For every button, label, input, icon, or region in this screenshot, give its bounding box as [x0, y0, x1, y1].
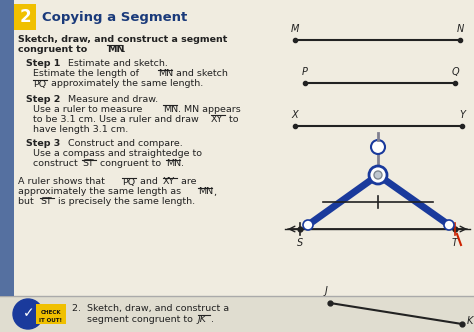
Circle shape [444, 220, 454, 230]
Text: Estimate the length of: Estimate the length of [33, 69, 142, 78]
Text: T: T [452, 238, 458, 248]
Circle shape [303, 220, 313, 230]
Text: .: . [211, 314, 214, 323]
Text: S: S [297, 238, 303, 248]
Text: XY: XY [163, 178, 175, 187]
Bar [0, 296, 474, 332]
Text: 2: 2 [19, 8, 31, 26]
Text: Copying a Segment: Copying a Segment [42, 11, 187, 24]
Text: N: N [456, 24, 464, 34]
Circle shape [13, 299, 43, 329]
Text: PQ: PQ [122, 178, 135, 187]
Text: and sketch: and sketch [173, 69, 228, 78]
Text: P: P [302, 67, 308, 77]
Text: ST: ST [40, 198, 52, 207]
Circle shape [371, 140, 385, 154]
Text: ,: , [213, 188, 216, 197]
Text: XY: XY [211, 115, 223, 124]
Text: MN: MN [163, 105, 178, 114]
Bar [14, 4, 36, 30]
Text: .: . [181, 159, 184, 169]
Text: congruent to: congruent to [18, 44, 91, 53]
Text: .: . [122, 44, 126, 53]
Text: and: and [137, 178, 161, 187]
Circle shape [369, 166, 387, 184]
Text: but: but [18, 198, 37, 207]
Text: Use a compass and straightedge to: Use a compass and straightedge to [33, 149, 202, 158]
Text: Step 1: Step 1 [26, 59, 60, 68]
Text: Y: Y [459, 110, 465, 120]
Text: Estimate and sketch.: Estimate and sketch. [65, 59, 168, 68]
Text: . MN appears: . MN appears [178, 105, 241, 114]
Text: ✓: ✓ [23, 306, 35, 320]
Text: Step 3: Step 3 [26, 139, 60, 148]
Text: to: to [226, 115, 238, 124]
Text: Measure and draw.: Measure and draw. [65, 95, 158, 104]
Text: JK: JK [198, 314, 207, 323]
Text: A ruler shows that: A ruler shows that [18, 178, 108, 187]
Text: have length 3.1 cm.: have length 3.1 cm. [33, 124, 128, 133]
Text: PQ: PQ [33, 79, 46, 89]
Text: construct: construct [33, 159, 81, 169]
Text: MN: MN [166, 159, 181, 169]
Text: Step 2: Step 2 [26, 95, 60, 104]
Text: Use a ruler to measure: Use a ruler to measure [33, 105, 146, 114]
Bar [0, 0, 14, 296]
Text: congruent to: congruent to [97, 159, 164, 169]
Text: approximately the same length as: approximately the same length as [18, 188, 184, 197]
Text: IT OUT!: IT OUT! [39, 317, 63, 322]
Bar [36, 304, 66, 324]
Text: MN: MN [107, 44, 125, 53]
Text: Sketch, draw, and construct a segment: Sketch, draw, and construct a segment [18, 35, 228, 43]
Text: X: X [292, 110, 298, 120]
Text: to be 3.1 cm. Use a ruler and draw: to be 3.1 cm. Use a ruler and draw [33, 115, 202, 124]
Text: Construct and compare.: Construct and compare. [65, 139, 183, 148]
Circle shape [374, 171, 382, 179]
Text: MN: MN [158, 69, 173, 78]
Text: ST: ST [82, 159, 94, 169]
Text: approximately the same length.: approximately the same length. [48, 79, 203, 89]
Text: J: J [325, 286, 328, 296]
Text: CHECK: CHECK [41, 309, 61, 314]
Text: segment congruent to: segment congruent to [72, 314, 196, 323]
Text: is precisely the same length.: is precisely the same length. [55, 198, 195, 207]
Text: M: M [291, 24, 299, 34]
Text: are: are [178, 178, 197, 187]
Text: MN: MN [198, 188, 213, 197]
Text: 2.  Sketch, draw, and construct a: 2. Sketch, draw, and construct a [72, 303, 229, 312]
Text: Q: Q [451, 67, 459, 77]
Text: K: K [467, 316, 473, 326]
Bar [0, 0, 474, 296]
